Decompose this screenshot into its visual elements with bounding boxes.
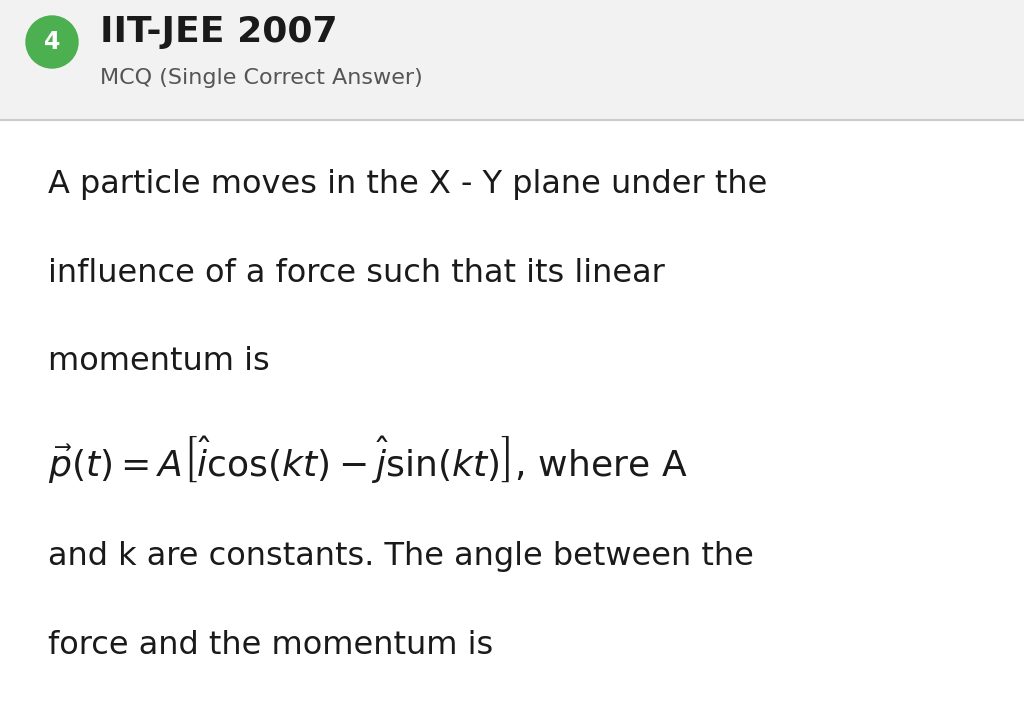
Bar [0, 0, 1024, 120]
Circle shape [26, 16, 78, 68]
Text: influence of a force such that its linear: influence of a force such that its linea… [48, 258, 665, 288]
Text: and k are constants. The angle between the: and k are constants. The angle between t… [48, 541, 754, 573]
Text: $\vec{p}(t) = A\left[\hat{i}\cos(kt) - \hat{j}\sin(kt)\right]$, where A: $\vec{p}(t) = A\left[\hat{i}\cos(kt) - \… [48, 433, 687, 485]
Text: A particle moves in the X - Y plane under the: A particle moves in the X - Y plane unde… [48, 169, 767, 201]
Text: MCQ (Single Correct Answer): MCQ (Single Correct Answer) [100, 68, 423, 88]
Text: force and the momentum is: force and the momentum is [48, 630, 494, 660]
Text: momentum is: momentum is [48, 346, 269, 376]
Text: IIT-JEE 2007: IIT-JEE 2007 [100, 15, 338, 49]
Text: 4: 4 [44, 30, 60, 54]
